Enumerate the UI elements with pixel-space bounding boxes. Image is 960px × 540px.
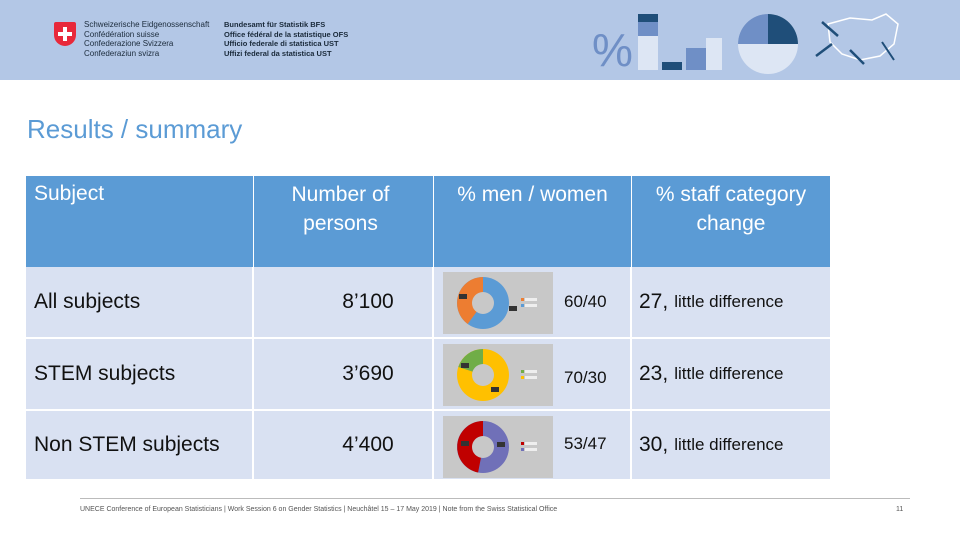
header-persons-label: Number of persons	[291, 183, 390, 235]
page-title: Results / summary	[27, 114, 243, 144]
table-row-change: 30, little difference	[632, 411, 830, 481]
header-change-label: % staff category change	[655, 183, 807, 235]
table-row-persons: 8’100	[254, 267, 434, 339]
pie-thumbnail-stem	[443, 344, 553, 406]
table-row-change: 23, little difference	[632, 339, 830, 411]
change-value: 27,	[639, 290, 669, 313]
header-subject-label: Subject	[34, 182, 105, 205]
header-ratio: % men / women	[434, 176, 632, 267]
statistics-decoration: %	[592, 13, 899, 76]
table-row-subject: All subjects	[26, 267, 254, 339]
pie-chart-stem	[457, 349, 537, 401]
switzerland-map-icon	[815, 13, 899, 65]
office-name-rm: Uffizi federal da statistica UST	[224, 48, 332, 58]
pie-chart-all	[457, 277, 537, 329]
office-name-de: Bundesamt für Statistik BFS	[224, 20, 326, 29]
pie-thumbnail-all	[443, 272, 553, 334]
office-name-fr: Office fédéral de la statistique OFS	[224, 29, 349, 39]
ratio-value: 53/47	[564, 434, 607, 453]
confederation-name-rm: Confederaziun svizra	[84, 48, 160, 58]
table-row-subject: Non STEM subjects	[26, 411, 254, 481]
pie-chart-nonstem	[457, 421, 537, 473]
table-row-change: 27, little difference	[632, 267, 830, 339]
office-name-it: Ufficio federale di statistica UST	[224, 39, 339, 49]
header-persons: Number of persons	[254, 176, 434, 267]
ratio-value: 60/40	[564, 292, 607, 311]
pie-chart-icon	[738, 14, 798, 74]
table-row-persons: 3’690	[254, 339, 434, 411]
header-subject: Subject	[26, 176, 254, 267]
footer-text: UNECE Conference of European Statisticia…	[80, 506, 558, 513]
header-banner: Schweizerische Eidgenossenschaft Confédé…	[0, 0, 960, 80]
change-value: 23,	[639, 362, 669, 385]
confederation-name-de: Schweizerische Eidgenossenschaft	[84, 20, 210, 29]
change-note: little difference	[674, 292, 784, 311]
change-note: little difference	[674, 435, 784, 454]
ratio-value: 70/30	[564, 368, 607, 387]
confederation-names: Schweizerische Eidgenossenschaft Confédé…	[84, 20, 209, 58]
bar-chart-icon	[638, 14, 722, 70]
confederation-name-fr: Confédération suisse	[84, 29, 160, 39]
change-value: 30,	[639, 433, 669, 456]
swiss-cross-icon	[54, 22, 76, 46]
office-names: Bundesamt für Statistik BFS Office fédér…	[224, 20, 348, 58]
pie-thumbnail-nonstem	[443, 416, 553, 478]
header-change: % staff category change	[632, 176, 830, 267]
table-row-persons: 4’400	[254, 411, 434, 481]
footer-divider	[80, 498, 910, 499]
change-note: little difference	[674, 364, 784, 383]
percent-glyph: %	[592, 24, 633, 76]
header-ratio-label: % men / women	[457, 183, 608, 206]
table-row-subject: STEM subjects	[26, 339, 254, 411]
page-number: 11	[896, 506, 904, 513]
confederation-name-it: Confederazione Svizzera	[84, 39, 174, 49]
